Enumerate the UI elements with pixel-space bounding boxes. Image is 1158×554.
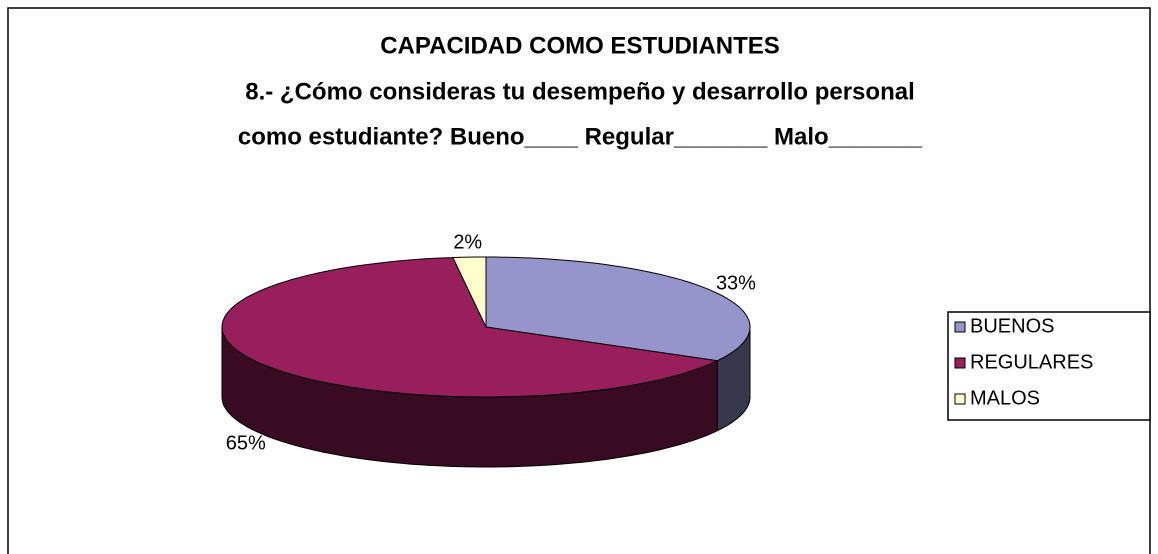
chart-title: 8.- ¿Cómo consideras tu desempeño y desa… <box>245 78 915 105</box>
legend-label: MALOS <box>970 387 1040 409</box>
slice <box>452 256 487 328</box>
data-label: 65% <box>226 432 266 454</box>
legend-box <box>947 311 1151 421</box>
chart-title: como estudiante? Bueno____ Regular______… <box>238 123 923 150</box>
data-label: 2% <box>453 231 482 253</box>
legend-label: BUENOS <box>970 315 1054 337</box>
legend-swatch <box>954 357 966 369</box>
legend-swatch <box>954 321 966 333</box>
legend-label: REGULARES <box>970 351 1093 373</box>
data-label: 33% <box>716 273 756 295</box>
slice <box>485 256 751 362</box>
legend-swatch <box>954 393 966 405</box>
chart-title: CAPACIDAD COMO ESTUDIANTES <box>380 32 780 59</box>
slice <box>221 257 720 398</box>
